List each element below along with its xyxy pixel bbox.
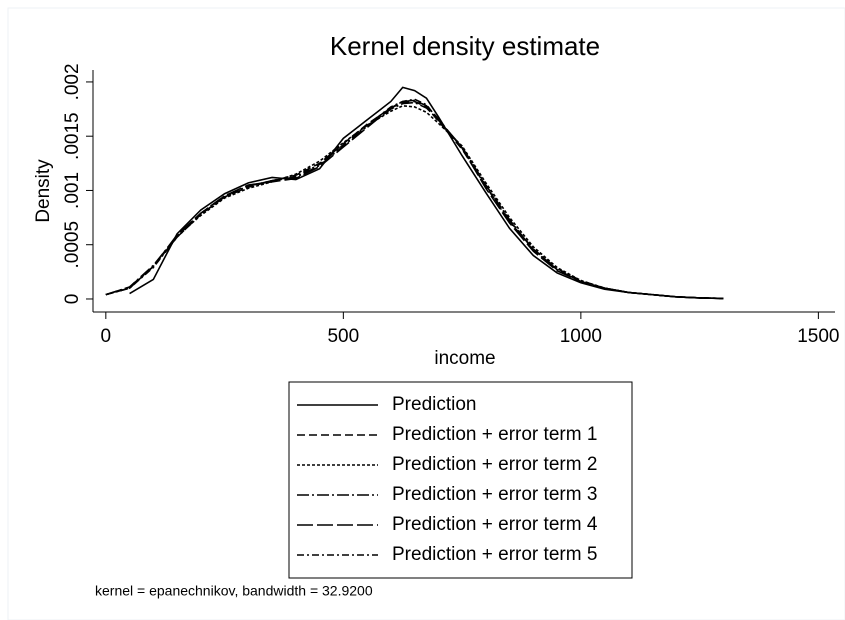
y-tick-label: 0 xyxy=(62,294,83,305)
legend-label: Prediction + error term 5 xyxy=(392,544,597,565)
legend-label: Prediction + error term 2 xyxy=(392,454,597,475)
x-tick-label: 1000 xyxy=(560,326,602,347)
legend-label: Prediction xyxy=(392,394,477,415)
legend-label: Prediction + error term 4 xyxy=(392,514,598,535)
y-tick-label: .002 xyxy=(62,63,83,100)
note: kernel = epanechnikov, bandwidth = 32.92… xyxy=(95,583,373,599)
y-tick-label: .0005 xyxy=(62,221,83,269)
x-tick-label: 500 xyxy=(327,326,359,347)
chart-title: Kernel density estimate xyxy=(330,31,600,61)
x-axis-label: income xyxy=(434,348,495,369)
legend-label: Prediction + error term 3 xyxy=(392,484,597,505)
y-tick-label: .001 xyxy=(62,172,83,209)
frame xyxy=(7,7,845,620)
density-line xyxy=(105,99,724,300)
x-tick-label: 1500 xyxy=(797,326,839,347)
x-tick-label: 0 xyxy=(101,326,112,347)
y-axis-label: Density xyxy=(33,159,54,223)
y-tick-label: .0015 xyxy=(62,112,83,160)
legend xyxy=(288,381,633,579)
legend-label: Prediction + error term 1 xyxy=(392,424,597,445)
